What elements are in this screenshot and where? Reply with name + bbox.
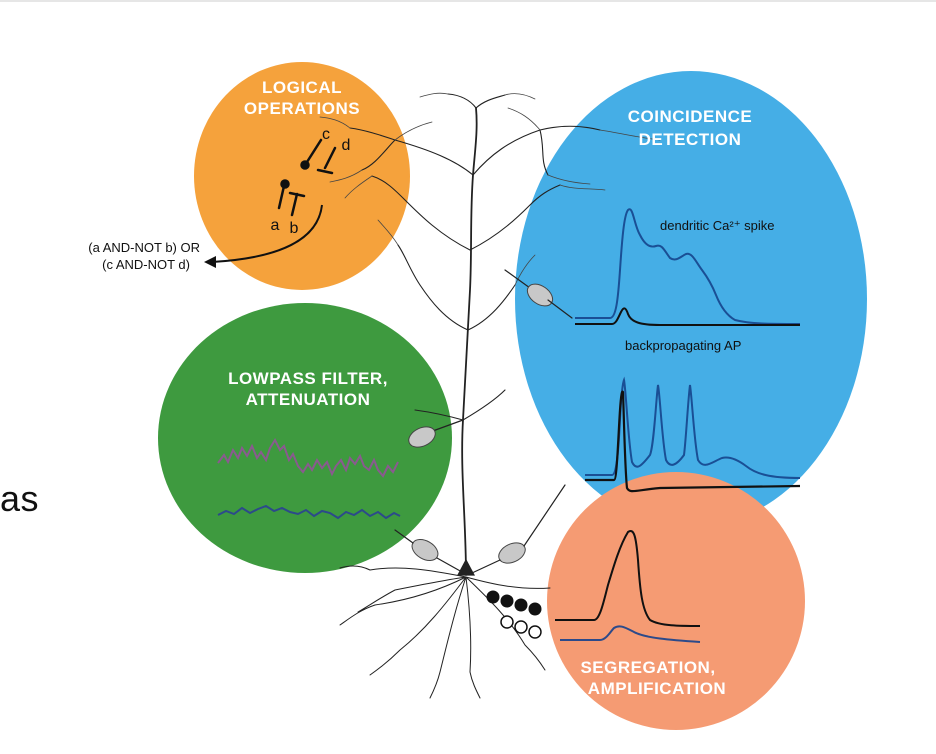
segregation-circle <box>547 472 805 730</box>
logical-operations-circle <box>194 62 410 290</box>
dendritic-calcium-spike-label: dendritic Ca²⁺ spike <box>660 218 775 233</box>
backpropagating-ap-trace <box>575 307 800 326</box>
lowpass-title-line1: LOWPASS FILTER, <box>228 369 388 388</box>
slide-top-border <box>0 0 936 2</box>
coincidence-title-line2: DETECTION <box>639 130 742 149</box>
basal-dendrites <box>339 565 551 699</box>
synapse-label-d: d <box>342 137 351 154</box>
activated-synapse-row <box>486 590 542 616</box>
logic-output-arrow <box>211 204 323 263</box>
lowpass-title-line2: ATTENUATION <box>246 390 371 409</box>
segregation-title-line1: SEGREGATION, <box>580 658 715 677</box>
apical-dendrite-trunk <box>461 107 478 576</box>
amplified-spike-trace <box>555 530 701 627</box>
apical-tuft-branches <box>349 93 601 421</box>
logic-output-arrowhead <box>204 256 216 268</box>
logical-operations-title-line2: OPERATIONS <box>244 99 360 118</box>
burst-trace-black <box>585 390 801 493</box>
inactive-synapse-row <box>500 615 542 639</box>
synapse-label-a: a <box>271 217 280 234</box>
synapse-label-b: b <box>290 220 299 237</box>
synapse-label-c: c <box>322 126 330 143</box>
neuron-soma <box>457 558 475 576</box>
coincidence-title-line1: COINCIDENCE <box>628 107 753 126</box>
electrode-coincidence <box>504 269 573 319</box>
segregation-title-line2: AMPLIFICATION <box>588 679 726 698</box>
logic-output-line2: (c AND-NOT d) <box>102 257 190 272</box>
segregated-small-trace <box>560 625 701 643</box>
unfiltered-noise-trace <box>217 437 399 478</box>
logic-output-line1: (a AND-NOT b) OR <box>88 240 200 255</box>
backpropagating-ap-label: backpropagating AP <box>625 338 741 353</box>
coincidence-detection-circle <box>515 71 867 527</box>
lowpass-filter-circle <box>158 303 452 573</box>
electrode-soma-right <box>471 484 566 574</box>
slide-partial-word: as <box>0 478 40 519</box>
filtered-trace <box>217 504 401 520</box>
burst-trace-blue <box>585 376 801 479</box>
electrode-lowpass <box>408 419 464 448</box>
dendritic-calcium-spike-trace <box>575 208 801 325</box>
logical-operations-title-line1: LOGICAL <box>262 78 342 97</box>
apical-fine-branches <box>319 92 661 286</box>
electrode-soma-left <box>394 529 463 573</box>
synapse-icons <box>277 138 337 217</box>
neuron-drawing <box>319 92 661 699</box>
